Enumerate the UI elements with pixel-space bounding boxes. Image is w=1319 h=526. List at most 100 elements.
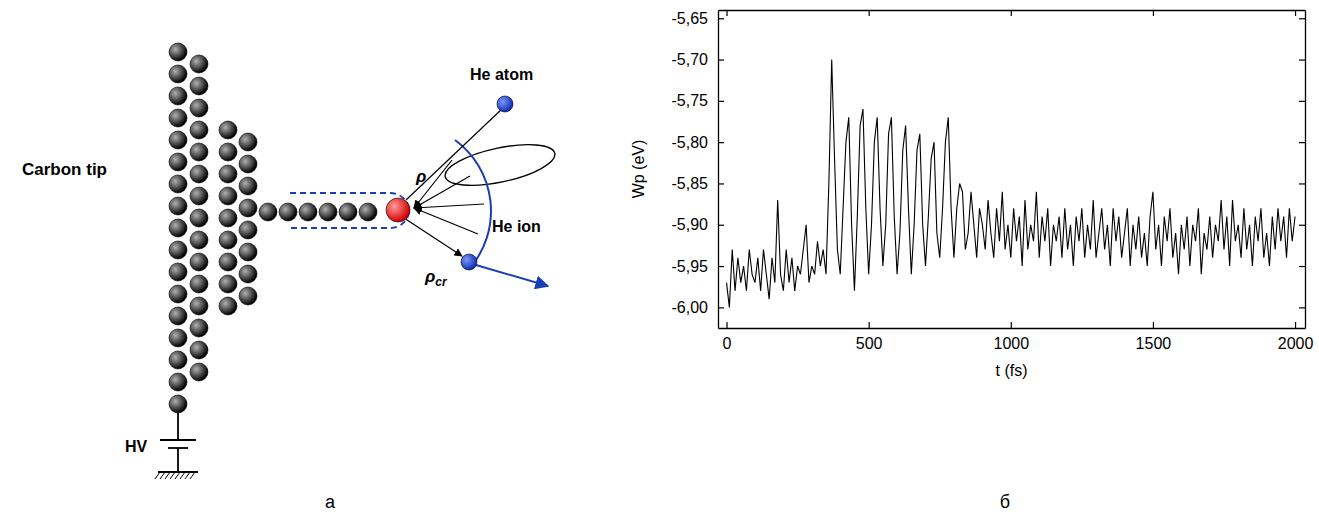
carbon-atom <box>169 329 187 347</box>
tick-mark <box>718 183 724 184</box>
ground-hatch <box>155 472 160 479</box>
tick-mark <box>1299 266 1305 267</box>
chart-panel: 0500100015002000-6,00-5,95-5,90-5,85-5,8… <box>630 10 1313 379</box>
hv-label: HV <box>125 438 148 455</box>
tick-mark <box>726 322 727 328</box>
tick-label: -5,80 <box>672 134 709 151</box>
tick <box>1011 10 1012 16</box>
tick-mark <box>718 266 724 267</box>
tick: 500 <box>856 322 883 352</box>
carbon-atom <box>219 297 237 315</box>
carbon-atom <box>219 121 237 139</box>
carbon-atom <box>169 153 187 171</box>
x-axis-title: t (fs) <box>996 362 1028 379</box>
x-axis-line <box>719 328 1306 329</box>
carbon-atom <box>169 241 187 259</box>
carbon-atom <box>169 307 187 325</box>
carbon-atom <box>169 109 187 127</box>
tick-mark <box>1299 59 1305 60</box>
panel-letter: б <box>1000 492 1010 512</box>
circuit-wire <box>177 448 179 472</box>
tick: -5,90 <box>672 216 724 233</box>
panel-letter: а <box>325 492 336 512</box>
tick <box>1153 10 1154 16</box>
tick-label: 1000 <box>993 335 1029 352</box>
carbon-atom <box>169 197 187 215</box>
tick <box>1299 60 1305 61</box>
tick: -5,95 <box>672 258 724 275</box>
tick-mark <box>1299 225 1305 226</box>
tick-mark <box>726 10 727 16</box>
tick-mark <box>718 142 724 143</box>
carbon-chain-atom <box>339 203 357 221</box>
tick-mark <box>1295 322 1296 328</box>
tick-mark <box>718 101 724 102</box>
carbon-atom <box>190 341 208 359</box>
ionization-zone <box>290 193 409 228</box>
carbon-atom <box>169 175 187 193</box>
tick <box>1299 307 1305 308</box>
carbon-atom <box>239 199 257 217</box>
carbon-atom <box>190 77 208 95</box>
tick-mark <box>1299 307 1305 308</box>
tick-mark <box>718 59 724 60</box>
carbon-atom <box>190 121 208 139</box>
carbon-atom <box>239 287 257 305</box>
carbon-atom <box>219 187 237 205</box>
tick <box>1299 225 1305 226</box>
tick-label: -5,95 <box>672 258 709 275</box>
carbon-atom <box>239 177 257 195</box>
tick-mark <box>1295 10 1296 16</box>
carbon-atom <box>190 99 208 117</box>
carbon-tip-label: Carbon tip <box>22 160 107 179</box>
ground-hatch <box>160 472 165 479</box>
ground-hatch <box>170 472 175 479</box>
data-line <box>727 60 1296 308</box>
carbon-chain-atom <box>359 203 377 221</box>
carbon-atom <box>190 209 208 227</box>
tick-label: -5,90 <box>672 216 709 233</box>
carbon-atom <box>169 285 187 303</box>
carbon-atom <box>169 351 187 369</box>
carbon-atom <box>190 297 208 315</box>
tick-mark <box>869 10 870 16</box>
tick: 1500 <box>1136 322 1172 352</box>
carbon-atom <box>190 231 208 249</box>
carbon-atom <box>190 275 208 293</box>
y-axis: -6,00-5,95-5,90-5,85-5,80-5,75-5,70-5,65 <box>672 10 724 329</box>
tick-label: -5,75 <box>672 92 709 109</box>
carbon-atom <box>169 87 187 105</box>
he-atom-path <box>406 108 503 200</box>
he-ion <box>461 254 477 270</box>
tick: 2000 <box>1278 322 1314 352</box>
carbon-atom <box>219 253 237 271</box>
carbon-atom <box>190 187 208 205</box>
carbon-atom <box>239 221 257 239</box>
he-atom <box>497 96 513 112</box>
tick-mark <box>718 307 724 308</box>
tick <box>727 10 728 16</box>
y-axis-line <box>718 11 719 329</box>
carbon-atom <box>169 131 187 149</box>
diagram-panel: Carbon tipHe atomHe ionρρcrHV <box>22 43 558 479</box>
carbon-chain-atom <box>299 203 317 221</box>
tick-label: 500 <box>856 335 883 352</box>
tick-label: -5,70 <box>672 51 709 68</box>
tick-mark <box>718 18 724 19</box>
tick <box>1299 266 1305 267</box>
tick-label: -5,85 <box>672 175 709 192</box>
tick: -5,85 <box>672 175 724 192</box>
tick-mark <box>1299 18 1305 19</box>
critical-arc <box>455 140 491 268</box>
tick-label: -6,00 <box>672 299 709 316</box>
carbon-atom <box>219 275 237 293</box>
tick <box>1299 101 1305 102</box>
tick-mark <box>718 225 724 226</box>
carbon-atom <box>169 263 187 281</box>
carbon-atom <box>219 209 237 227</box>
tick <box>1299 18 1305 19</box>
carbon-atom <box>169 373 187 391</box>
tick-mark <box>1299 183 1305 184</box>
tick: -5,80 <box>672 134 724 151</box>
rotation-ellipse <box>442 137 559 194</box>
